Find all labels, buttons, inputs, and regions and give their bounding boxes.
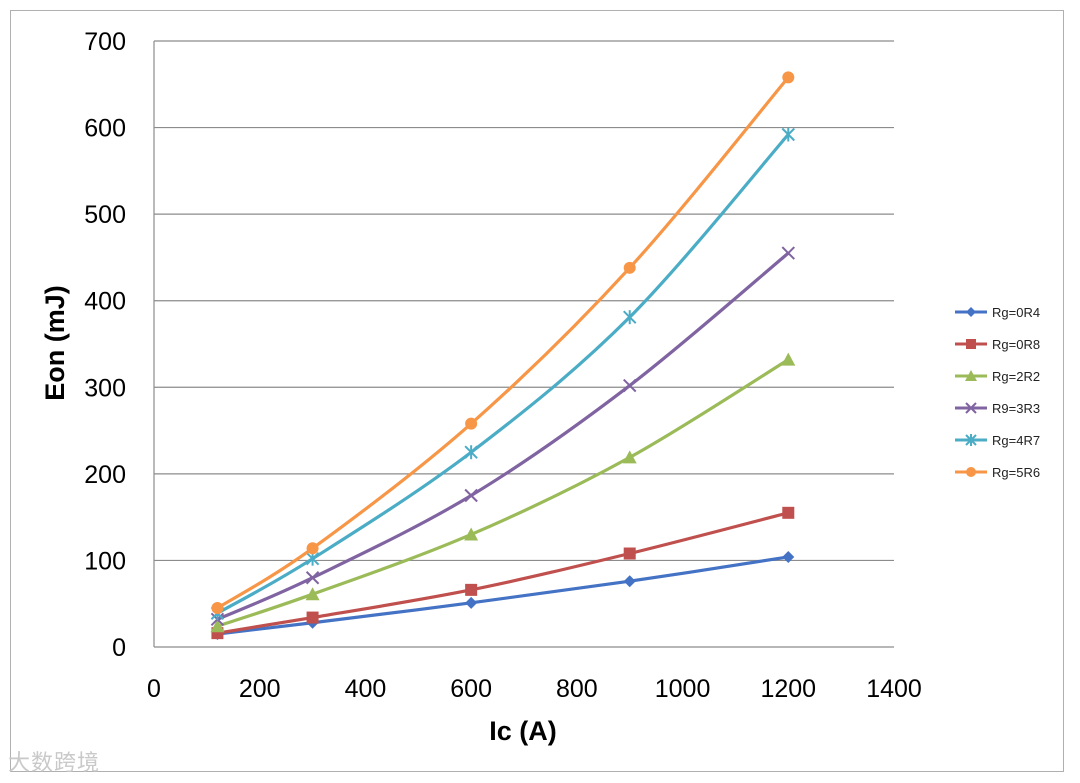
data-point-rg-5r6-4 <box>782 71 795 84</box>
y-tick-label: 400 <box>84 288 126 316</box>
data-point-rg-0r4-3 <box>623 575 636 588</box>
x-tick-label: 1200 <box>760 675 816 703</box>
legend-marker <box>965 402 977 414</box>
data-point-rg-5r6-3 <box>623 261 636 274</box>
series-r9-3r3 <box>210 246 795 627</box>
series-rg-4r7 <box>210 127 795 621</box>
series-line-rg-0r8 <box>217 511 789 635</box>
series-line-rg-5r6 <box>216 76 790 610</box>
legend: Rg=0R4 Rg=0R8 Rg=2R2 R9=3R3 Rg=4R7 Rg=5R6 <box>955 305 1040 480</box>
data-point-rg-2r2-3 <box>622 450 637 464</box>
legend-label: Rg=2R2 <box>992 369 1040 384</box>
tick-labels: 0 100 200 300 400 500 600 700 0 200 400 600 800 1000 1… <box>84 28 922 703</box>
data-point-rg-2r2-1 <box>305 587 320 601</box>
data-point-r9-3r3-3 <box>623 378 637 393</box>
legend-item-rg-4r7: Rg=4R7 <box>955 433 1040 448</box>
x-tick-label: 0 <box>147 675 161 703</box>
data-point-rg-5r6-2 <box>465 417 478 430</box>
x-tick-label: 1000 <box>655 675 711 703</box>
legend-item-rg-0r4: Rg=0R4 <box>955 305 1040 320</box>
y-tick-label: 0 <box>112 634 126 662</box>
legend-marker <box>966 307 976 317</box>
data-point-rg-0r4-4 <box>782 550 795 563</box>
series-rg-5r6 <box>211 71 795 615</box>
x-tick-label: 600 <box>450 675 492 703</box>
data-point-rg-0r4-2 <box>465 596 478 609</box>
series-line-rg-0r4 <box>217 555 789 636</box>
data-point-rg-4r7-2 <box>464 445 478 460</box>
chart-frame <box>10 10 1064 772</box>
series-line-rg-4r7 <box>216 133 790 615</box>
legend-item-rg-5r6: Rg=5R6 <box>955 465 1040 480</box>
data-point-rg-2r2-4 <box>781 352 796 366</box>
x-tick-label: 400 <box>345 675 387 703</box>
data-point-r9-3r3-4 <box>781 246 795 260</box>
legend-marker <box>965 370 977 381</box>
series-layer <box>210 71 796 641</box>
legend-marker <box>966 467 976 477</box>
data-point-rg-0r8-4 <box>782 506 795 519</box>
x-tick-label: 200 <box>239 675 281 703</box>
legend-item-r9-3r3: R9=3R3 <box>955 401 1040 416</box>
grid-lines <box>153 40 894 648</box>
data-point-rg-4r7-3 <box>623 310 637 325</box>
data-point-rg-2r2-2 <box>464 527 479 541</box>
y-tick-label: 200 <box>84 461 126 489</box>
legend-item-rg-2r2: Rg=2R2 <box>955 369 1040 384</box>
y-tick-label: 300 <box>84 374 126 402</box>
data-point-rg-4r7-4 <box>781 127 795 142</box>
legend-label: Rg=4R7 <box>992 433 1040 448</box>
data-point-rg-0r8-3 <box>623 547 636 560</box>
data-point-rg-2r2-0 <box>210 619 225 633</box>
series-line-r9-3r3 <box>216 251 790 621</box>
series-rg-0r8 <box>211 506 795 640</box>
watermark-text: 大数跨境 <box>8 751 101 776</box>
series-line-rg-2r2 <box>216 358 790 628</box>
legend-label: Rg=0R8 <box>992 337 1040 352</box>
data-point-rg-0r8-2 <box>465 583 478 596</box>
data-point-rg-0r8-1 <box>306 611 319 624</box>
legend-marker <box>965 434 977 446</box>
x-tick-label: 800 <box>556 675 598 703</box>
x-tick-label: 1400 <box>866 675 922 703</box>
legend-label: Rg=5R6 <box>992 465 1040 480</box>
y-tick-label: 600 <box>84 115 126 143</box>
y-tick-label: 500 <box>84 201 126 229</box>
legend-label: Rg=0R4 <box>992 305 1040 320</box>
series-rg-2r2 <box>210 352 796 633</box>
data-point-r9-3r3-2 <box>464 488 478 503</box>
legend-label: R9=3R3 <box>992 401 1040 416</box>
series-rg-0r4 <box>211 550 795 641</box>
y-tick-label: 100 <box>84 547 126 575</box>
x-axis-title: Ic (A) <box>489 716 557 746</box>
data-point-r9-3r3-1 <box>305 571 320 585</box>
y-tick-label: 700 <box>84 28 126 56</box>
y-axis-title: Eon (mJ) <box>40 285 70 401</box>
legend-item-rg-0r8: Rg=0R8 <box>955 337 1040 352</box>
data-point-rg-5r6-1 <box>306 542 319 555</box>
legend-marker <box>966 339 976 349</box>
data-point-rg-5r6-0 <box>211 602 224 615</box>
